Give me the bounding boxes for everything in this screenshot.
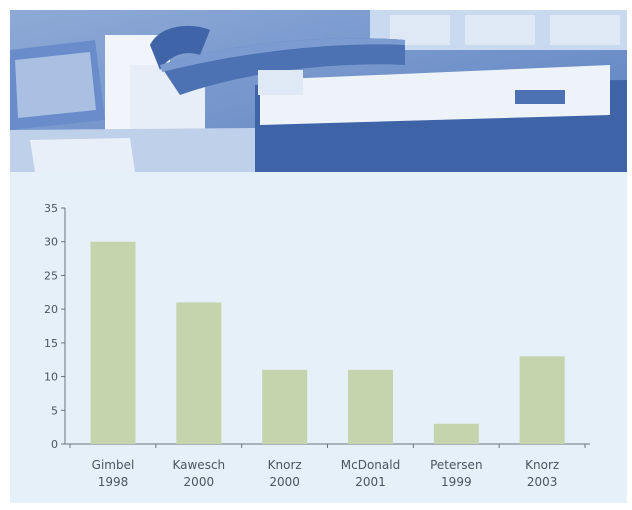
y-tick-label: 10	[44, 371, 58, 384]
x-tick-label: 2001	[355, 475, 386, 489]
y-tick-label: 35	[44, 202, 58, 215]
y-tick-label: 20	[44, 303, 58, 316]
y-axis: 0 5 10 15 20 25 30 35	[44, 202, 66, 451]
x-tick-label: McDonald	[341, 458, 400, 472]
x-tick-label: Knorz	[525, 458, 559, 472]
bar	[176, 302, 222, 444]
bar	[348, 369, 393, 444]
bars	[90, 241, 565, 444]
x-tick-label: 2003	[527, 475, 558, 489]
x-tick-label: Knorz	[268, 458, 302, 472]
bar-chart: 0 5 10 15 20 25 30 35 Gimbel 1998 Kawesch 2000 Knor…	[44, 202, 590, 489]
figure-panel: 0 5 10 15 20 25 30 35 Gimbel 1998 Kawesch 2000 Knor…	[10, 10, 627, 503]
y-tick-label: 30	[44, 236, 58, 249]
x-tick-label: 2000	[184, 475, 215, 489]
x-tick-label: Petersen	[430, 458, 482, 472]
bar	[519, 356, 565, 444]
bar	[433, 423, 479, 444]
x-tick-label: Gimbel	[92, 458, 135, 472]
x-tick-label: Kawesch	[172, 458, 225, 472]
y-tick-label: 15	[44, 337, 58, 350]
x-tick-label: 1999	[441, 475, 472, 489]
bar	[90, 241, 136, 444]
y-tick-label: 25	[44, 269, 58, 282]
x-axis	[65, 443, 590, 448]
y-tick-label: 5	[51, 404, 58, 417]
x-tick-label: 2000	[269, 475, 300, 489]
bar	[262, 369, 308, 444]
x-tick-label: 1998	[98, 475, 129, 489]
office-photo-banner	[10, 10, 627, 172]
category-labels: Gimbel 1998 Kawesch 2000 Knorz 2000 McDonald 20…	[92, 458, 560, 489]
y-tick-label: 0	[51, 438, 58, 451]
